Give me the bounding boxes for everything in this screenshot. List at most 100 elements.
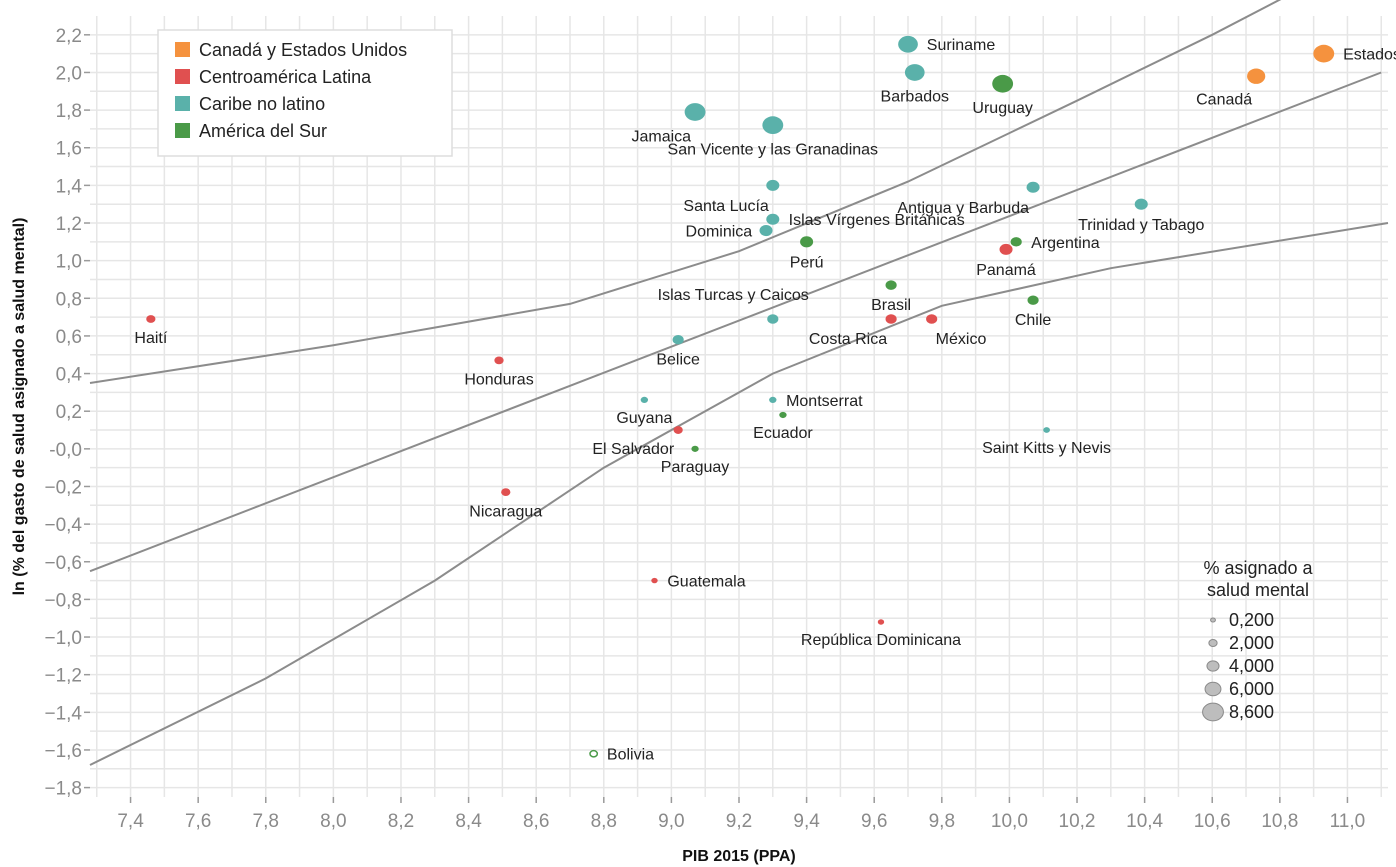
data-point: [651, 577, 658, 584]
y-tick-label: −1,2: [44, 666, 82, 687]
y-tick-label: −1,4: [44, 703, 82, 724]
size-legend-label: 6,000: [1229, 679, 1274, 699]
data-point: [767, 314, 779, 324]
y-tick-label: 1,8: [56, 101, 82, 122]
point-label: Uruguay: [972, 100, 1032, 117]
y-tick-label: 1,2: [56, 214, 82, 235]
data-point: [640, 396, 649, 404]
size-legend-title: salud mental: [1207, 580, 1309, 600]
data-point: [898, 35, 918, 53]
point-label: República Dominicana: [801, 632, 961, 649]
x-tick-label: 9,0: [658, 811, 684, 832]
legend-swatch: [175, 69, 190, 84]
y-tick-label: 0,6: [56, 327, 82, 348]
data-point: [766, 179, 780, 191]
data-point: [999, 243, 1013, 255]
x-tick-label: 10,8: [1261, 811, 1298, 832]
data-point: [673, 426, 683, 434]
point-label: Antigua y Barbuda: [897, 200, 1029, 217]
data-point: [800, 236, 814, 248]
data-point: [1134, 198, 1148, 210]
point-label: Panamá: [976, 262, 1036, 279]
point-label: Perú: [790, 255, 824, 272]
point-label: Montserrat: [786, 393, 863, 410]
legend-entry: Caribe no latino: [199, 94, 325, 114]
x-tick-label: 11,0: [1330, 811, 1366, 832]
data-point: [1043, 427, 1050, 433]
data-point: [501, 488, 511, 497]
x-tick-label: 7,6: [185, 811, 211, 832]
point-label: Guyana: [616, 410, 672, 427]
point-label: Belice: [656, 352, 700, 369]
data-points: [146, 35, 1335, 758]
data-point: [146, 315, 156, 323]
point-label: Trinidad y Tabago: [1078, 217, 1204, 234]
axes: 7,4 7,6 7,8 8,0 8,2 8,4 8,6 8,8 9,0 9,2 9,4 9,6 9,8 1…: [44, 26, 1365, 832]
point-label: Brasil: [871, 297, 911, 314]
point-label: El Salvador: [592, 441, 674, 458]
size-legend-marker: [1202, 702, 1224, 722]
point-label: Guatemala: [667, 574, 745, 591]
x-tick-label: 10,6: [1194, 811, 1231, 832]
legend-entry: Centroamérica Latina: [199, 67, 372, 87]
y-tick-label: 2,0: [56, 63, 82, 84]
point-label: Santa Lucía: [683, 198, 769, 215]
size-legend-title: % asignado a: [1203, 558, 1313, 578]
trend-lines: [89, 0, 1389, 766]
data-point: [1010, 237, 1022, 247]
legend-swatch: [175, 123, 190, 138]
point-label: Estados Unidos: [1343, 47, 1396, 64]
data-point: [1027, 295, 1039, 305]
band-upper-line: [89, 0, 1282, 384]
data-point: [672, 334, 684, 345]
data-point: [1313, 44, 1335, 63]
point-label: Argentina: [1031, 235, 1100, 252]
legend-swatch: [175, 96, 190, 111]
point-label: Islas Vírgenes Británicas: [789, 212, 965, 229]
size-legend-label: 4,000: [1229, 656, 1274, 676]
size-legend-marker: [1210, 617, 1216, 623]
y-tick-label: 0,4: [56, 365, 83, 386]
point-label: Bolivia: [607, 747, 654, 764]
y-axis-title: ln (% del gasto de salud asignado a salu…: [11, 218, 28, 596]
size-legend-label: 8,600: [1229, 702, 1274, 722]
point-label: Jamaica: [631, 128, 691, 145]
y-tick-label: −1,6: [44, 741, 82, 762]
data-point: [877, 619, 885, 625]
data-point: [769, 396, 777, 404]
data-point: [691, 445, 699, 452]
data-point: [766, 213, 780, 225]
x-tick-label: 9,2: [726, 811, 752, 832]
x-tick-label: 8,0: [320, 811, 346, 832]
x-tick-label: 8,8: [591, 811, 617, 832]
legend-entry: Canadá y Estados Unidos: [199, 40, 407, 60]
x-tick-label: 8,4: [455, 811, 482, 832]
legend-entry: América del Sur: [199, 121, 327, 141]
point-label: Paraguay: [661, 459, 730, 476]
point-label: Chile: [1015, 312, 1052, 329]
x-tick-label: 8,6: [523, 811, 549, 832]
point-label: Suriname: [927, 37, 996, 54]
point-label: Haití: [134, 330, 167, 347]
y-tick-label: 1,0: [56, 252, 82, 273]
data-point: [762, 116, 784, 134]
point-labels: Estados Unidos Canadá Suriname Barbados Urug…: [134, 37, 1396, 763]
point-label: Dominica: [686, 224, 753, 241]
y-tick-label: −0,8: [44, 590, 82, 611]
point-label: Ecuador: [753, 425, 813, 442]
size-legend-marker: [1204, 681, 1222, 697]
x-tick-label: 9,6: [861, 811, 887, 832]
x-tick-label: 9,8: [929, 811, 955, 832]
point-label: Saint Kitts y Nevis: [982, 440, 1111, 457]
x-tick-label: 10,4: [1126, 811, 1163, 832]
data-point: [904, 64, 925, 81]
legend-box: [157, 29, 453, 157]
y-tick-label: 1,6: [56, 139, 82, 160]
data-point: [885, 280, 897, 290]
y-tick-label: 0,2: [56, 402, 82, 423]
band-lower-line: [89, 222, 1389, 766]
point-label: Honduras: [464, 372, 533, 389]
x-tick-label: 7,8: [253, 811, 279, 832]
x-axis-title: PIB 2015 (PPA): [682, 848, 796, 865]
